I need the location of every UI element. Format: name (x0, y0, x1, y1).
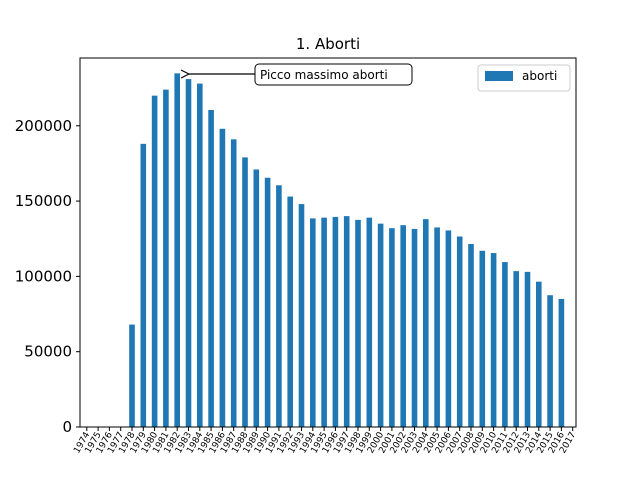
bar-2011 (502, 262, 508, 427)
y-tick-label: 100000 (15, 267, 72, 285)
annotation: Picco massimo aborti (189, 63, 413, 86)
bar-2006 (445, 230, 452, 427)
bar-1990 (264, 177, 271, 427)
bar-2008 (468, 244, 474, 427)
bar-1986 (219, 128, 226, 428)
y-tick-label: 200000 (15, 117, 72, 135)
bar-2012 (513, 271, 519, 427)
bar-1984 (197, 83, 203, 427)
bar-1980 (151, 95, 158, 428)
bar-1979 (140, 143, 147, 427)
annotation-text: Picco massimo aborti (260, 68, 388, 82)
bar-1999 (366, 217, 373, 427)
legend-label: aborti (522, 69, 557, 83)
bar-2010 (490, 253, 497, 427)
bar-1998 (355, 219, 361, 427)
y-tick-label: 50000 (24, 343, 72, 361)
bar-2013 (524, 271, 531, 427)
bar-1993 (298, 204, 305, 427)
bars-group (129, 73, 565, 428)
legend: aborti (477, 64, 571, 92)
bar-2016 (558, 298, 565, 427)
bar-2007 (456, 236, 463, 427)
bar-1994 (310, 218, 316, 427)
bar-1996 (332, 216, 339, 427)
y-axis: 0 50000 100000 150000 200000 (15, 117, 80, 436)
bar-1988 (242, 157, 248, 427)
bar-1981 (163, 89, 169, 427)
y-tick-label: 150000 (15, 192, 72, 210)
bar-2005 (434, 227, 440, 427)
bar-1985 (208, 109, 214, 428)
bar-2004 (423, 219, 429, 427)
bar-1983 (185, 79, 192, 427)
bar-1989 (253, 169, 260, 427)
bar-2014 (536, 281, 542, 427)
bar-1987 (230, 139, 237, 427)
bar-1995 (321, 217, 327, 427)
bar-2009 (479, 250, 486, 427)
bar-2003 (411, 228, 418, 427)
y-tick-label: 0 (62, 418, 72, 436)
chart-title: 1. Aborti (296, 35, 360, 53)
bar-2001 (389, 228, 395, 427)
bar-2015 (547, 295, 553, 427)
x-axis: 1974197519761977197819791980198119821983… (72, 427, 578, 455)
bar-1997 (343, 216, 350, 427)
legend-swatch (485, 71, 513, 81)
plot-frame (79, 57, 577, 428)
bar-1982 (174, 73, 180, 428)
bar-1978 (129, 324, 135, 427)
bar-1991 (276, 185, 282, 427)
bar-2000 (377, 223, 384, 427)
annotation-box (254, 63, 413, 86)
bar-1992 (287, 196, 293, 427)
bar-2002 (400, 225, 406, 427)
